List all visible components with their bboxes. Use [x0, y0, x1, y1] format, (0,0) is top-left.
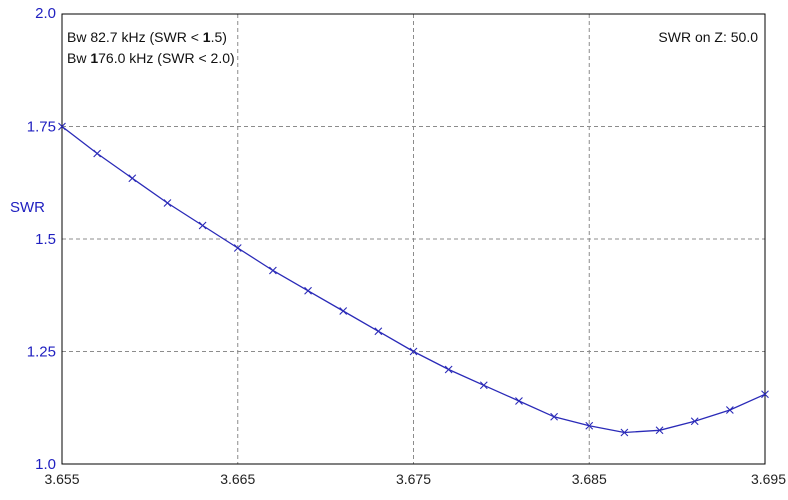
data-point-marker — [550, 412, 558, 421]
data-point-marker — [620, 428, 629, 437]
data-point-marker — [479, 381, 488, 390]
data-point-marker — [690, 417, 699, 426]
x-tick-labels: 3.655 3.665 3.675 3.685 3.695 — [44, 471, 786, 487]
x-tick-label: 3.695 — [751, 471, 786, 487]
y-tick-label: 1.75 — [27, 119, 56, 136]
y-tick-label: 2.0 — [35, 5, 56, 22]
bandwidth-swr-2.0-note: Bw 176.0 kHz (SWR < 2.0) — [67, 50, 235, 66]
data-point-marker — [655, 426, 664, 435]
data-point-marker — [269, 266, 277, 275]
data-point-marker — [725, 406, 734, 414]
data-point-marker — [374, 327, 383, 336]
x-tick-label: 3.675 — [396, 471, 431, 487]
y-tick-label: 1.5 — [35, 231, 56, 248]
grid-lines — [62, 14, 765, 464]
data-point-marker — [58, 122, 66, 131]
plot-frame — [61, 13, 766, 465]
y-axis-label: SWR — [10, 199, 45, 216]
data-point-marker — [515, 397, 523, 405]
x-tick-label: 3.665 — [220, 471, 255, 487]
y-tick-label: 1.0 — [35, 456, 56, 473]
data-point-marker — [339, 307, 348, 315]
data-point-marker — [163, 199, 172, 207]
swr-reference-impedance: SWR on Z: 50.0 — [658, 29, 758, 45]
y-tick-label: 1.25 — [27, 344, 56, 361]
data-point-marker — [233, 244, 242, 252]
x-tick-label: 3.655 — [44, 471, 79, 487]
data-point-marker — [198, 221, 207, 230]
x-tick-label: 3.685 — [572, 471, 607, 487]
data-point-marker — [409, 347, 418, 356]
data-point-marker — [128, 174, 137, 183]
data-point-marker — [761, 390, 769, 399]
data-point-marker — [444, 365, 453, 374]
data-point-marker — [585, 421, 594, 430]
data-point-marker — [93, 149, 102, 158]
y-tick-labels: 1.0 1.25 1.5 1.75 2.0 — [27, 5, 56, 473]
curve-markers — [58, 122, 769, 437]
bandwidth-swr-1.5-note: Bw 82.7 kHz (SWR < 1.5) — [67, 29, 227, 45]
data-point-marker — [304, 286, 312, 295]
